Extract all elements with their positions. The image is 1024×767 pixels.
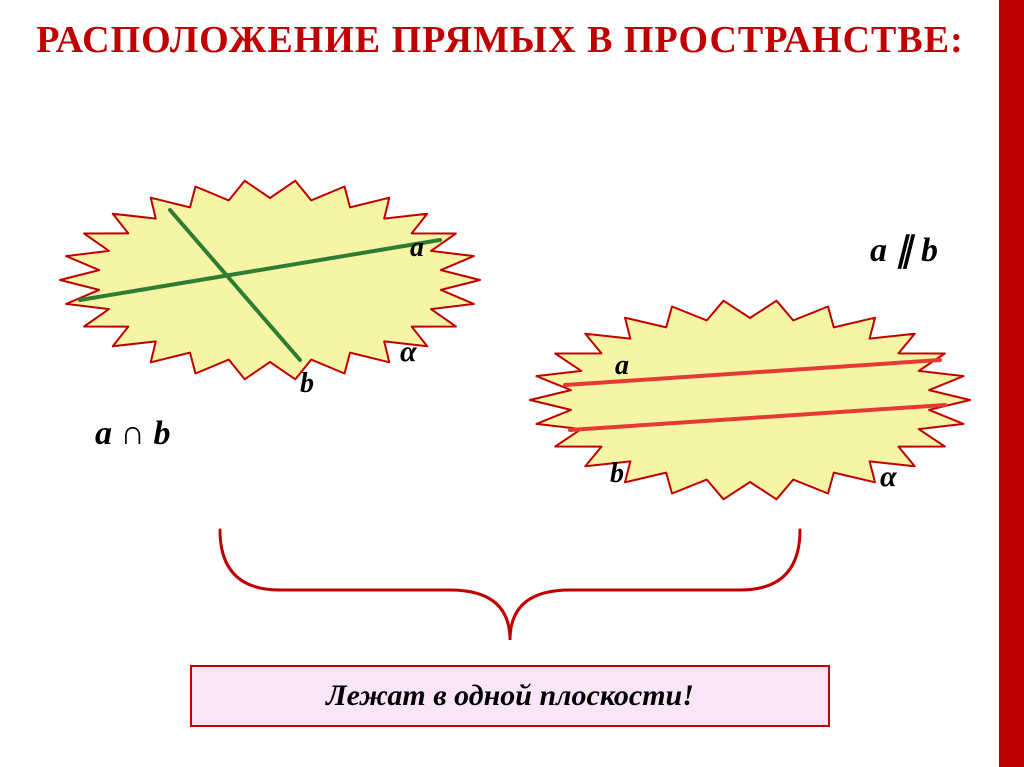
cloud1-label-b: b (300, 368, 314, 400)
cloud1-label-a: a (410, 232, 424, 264)
cloud2-label-alpha: α (880, 460, 897, 494)
relation-parallel: a ∥ b (870, 230, 938, 270)
cloud-parallel (0, 0, 1024, 767)
conclusion-box: Лежат в одной плоскости! (190, 665, 830, 727)
page-title: РАСПОЛОЖЕНИЕ ПРЯМЫХ В ПРОСТРАНСТВЕ: (0, 18, 1000, 64)
cloud2-label-b: b (610, 458, 624, 490)
conclusion-text: Лежат в одной плоскости! (326, 679, 694, 713)
side-accent-bar (999, 0, 1024, 767)
cloud-intersecting (0, 0, 1024, 767)
cloud2-label-a: a (615, 350, 629, 382)
curly-brace (0, 0, 1024, 767)
cloud1-label-alpha: α (400, 335, 417, 369)
relation-intersect: a ∩ b (95, 415, 170, 453)
